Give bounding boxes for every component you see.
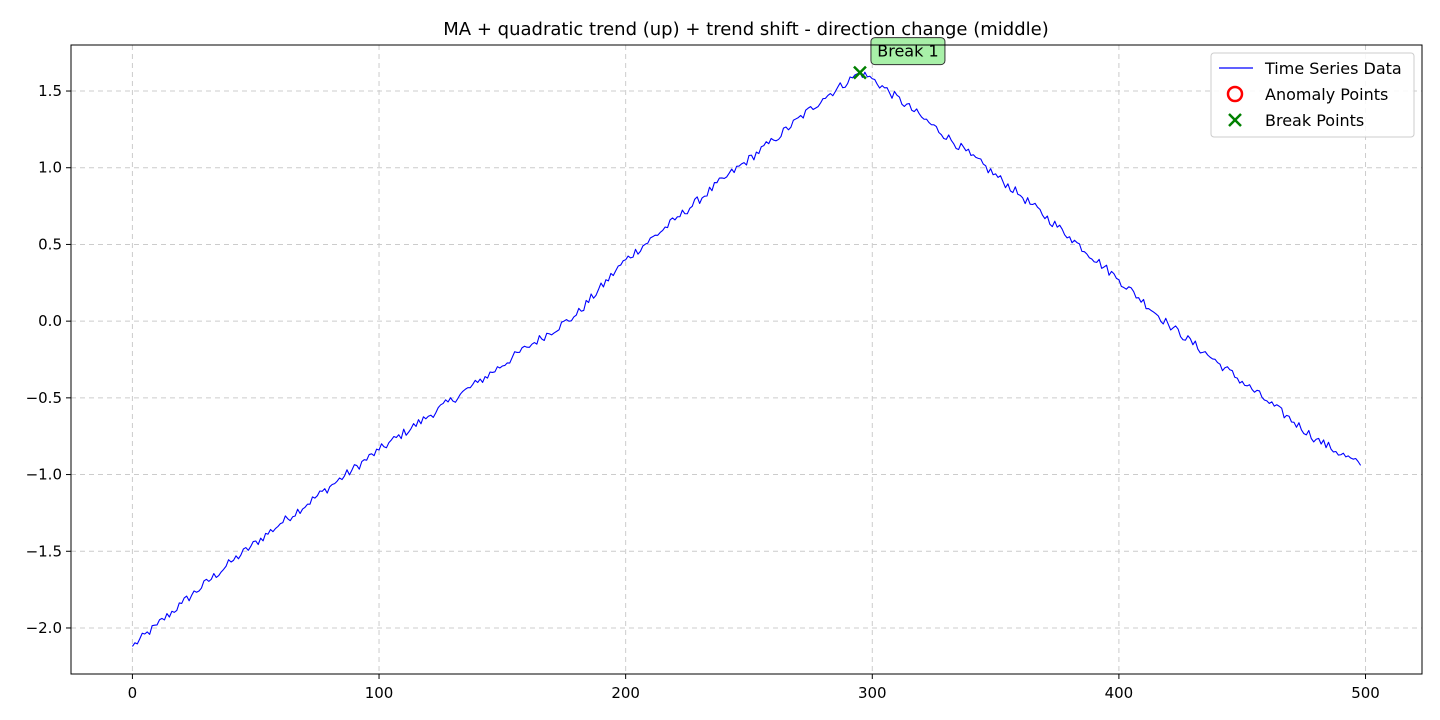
legend-label: Time Series Data [1264, 59, 1402, 78]
legend-box [1210, 52, 1415, 138]
marker-layer: Break 1 [853, 37, 946, 80]
x-tick-label: 100 [365, 684, 394, 702]
x-tick-label: 0 [128, 684, 138, 702]
y-tick-label: −0.5 [26, 389, 62, 407]
x-tick-label: 400 [1105, 684, 1134, 702]
grid [71, 45, 1422, 674]
y-axis: −2.0 −1.5 −1.0 −0.5 0.0 0.5 1.0 1.5 [26, 82, 71, 637]
x-tick-label: 200 [611, 684, 640, 702]
legend: Time Series Data Anomaly Points Break Poin… [1210, 52, 1415, 138]
plot-frame [70, 44, 1423, 675]
y-tick-label: 1.5 [38, 82, 62, 100]
x-tick-label: 500 [1351, 684, 1380, 702]
x-axis: 0 100 200 300 400 500 [128, 674, 1380, 702]
x-tick-label: 300 [858, 684, 887, 702]
y-tick-label: 0.5 [38, 235, 62, 253]
y-tick-label: −1.0 [26, 466, 62, 484]
legend-label: Anomaly Points [1265, 85, 1388, 104]
y-tick-label: −1.5 [26, 542, 62, 560]
y-tick-label: −2.0 [26, 619, 62, 637]
chart-title: MA + quadratic trend (up) + trend shift … [443, 19, 1048, 40]
break-annotation-box [870, 37, 946, 66]
break-x-stroke [853, 65, 867, 80]
y-tick-label: 1.0 [38, 159, 62, 177]
break-point-marker [853, 65, 867, 80]
series-line-time-series-data [131, 71, 1362, 647]
legend-label: Break Points [1265, 111, 1364, 130]
series-layer [131, 71, 1362, 647]
legend-circle-swatch [1226, 85, 1244, 103]
y-tick-label: 0.0 [38, 312, 62, 330]
legend-x-swatch [1228, 113, 1242, 127]
break-annotation-label: Break 1 [877, 42, 938, 61]
